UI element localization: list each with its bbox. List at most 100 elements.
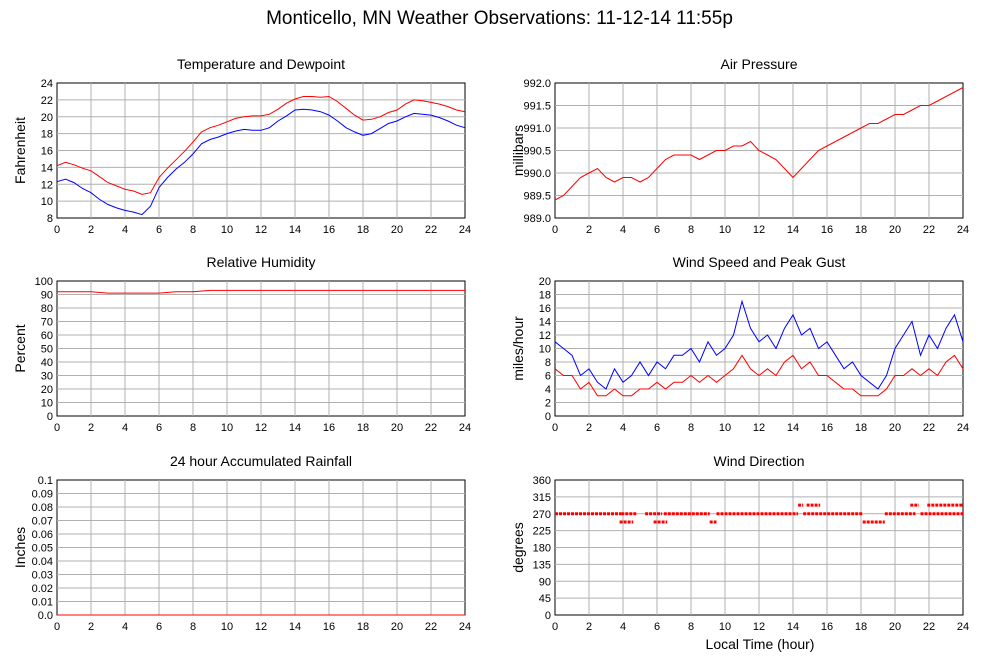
x-tick-label: 22 [425,422,437,434]
x-tick-label: 2 [586,621,592,633]
x-tick-label: 6 [654,422,660,434]
y-tick-label: 12 [41,179,53,191]
y-tick-label: 100 [35,276,53,288]
x-tick-label: 8 [688,422,694,434]
y-tick-label: 10 [41,196,53,208]
x-tick-label: 2 [88,621,94,633]
x-tick-label: 24 [459,621,471,633]
y-tick-label: 0.1 [38,475,53,487]
x-tick-label: 4 [122,224,128,236]
x-tick-label: 18 [855,422,867,434]
y-tick-label: 80 [41,303,53,315]
x-tick-label: 20 [391,621,403,633]
x-tick-label: 10 [719,422,731,434]
chart-title: Air Pressure [720,56,797,72]
y-tick-label: 0.05 [32,543,53,555]
x-tick-label: 12 [255,621,267,633]
x-tick-label: 4 [620,422,626,434]
y-tick-label: 20 [539,276,551,288]
y-tick-label: 22 [41,95,53,107]
x-tick-label: 24 [957,224,969,236]
x-tick-label: 18 [357,422,369,434]
x-tick-label: 4 [122,422,128,434]
y-tick-label: 16 [41,146,53,158]
y-tick-label: 0.01 [32,597,53,609]
y-axis-label: Inches [12,527,28,568]
x-tick-label: 16 [821,621,833,633]
y-tick-label: 991.5 [523,101,551,113]
y-tick-label: 225 [533,526,551,538]
x-tick-label: 8 [688,224,694,236]
y-axis-label: degrees [510,522,526,573]
x-tick-label: 24 [957,621,969,633]
x-tick-label: 18 [855,224,867,236]
y-tick-label: 0.03 [32,570,53,582]
y-tick-label: 6 [545,371,551,383]
x-tick-label: 14 [289,224,301,236]
x-tick-label: 4 [620,224,626,236]
series-line-blue [56,108,466,216]
y-tick-label: 45 [539,593,551,605]
x-tick-label: 10 [221,224,233,236]
x-axis-label: Local Time (hour) [706,636,815,652]
y-tick-label: 360 [533,475,551,487]
y-tick-label: 24 [41,78,53,90]
x-tick-label: 16 [821,224,833,236]
x-tick-label: 8 [190,621,196,633]
x-tick-label: 20 [889,621,901,633]
chart-title: Wind Speed and Peak Gust [673,254,846,270]
y-tick-label: 0.02 [32,583,53,595]
x-tick-label: 14 [787,621,799,633]
y-tick-label: 14 [539,317,551,329]
x-tick-label: 16 [323,621,335,633]
y-tick-label: 90 [539,576,551,588]
x-tick-label: 14 [787,224,799,236]
x-tick-label: 18 [357,621,369,633]
x-tick-label: 24 [459,224,471,236]
series-line-red [57,289,465,294]
x-tick-label: 22 [923,621,935,633]
y-tick-label: 60 [41,330,53,342]
x-tick-label: 22 [923,224,935,236]
x-tick-label: 20 [889,422,901,434]
x-tick-label: 0 [552,422,558,434]
x-tick-label: 12 [255,224,267,236]
y-tick-label: 18 [539,290,551,302]
x-tick-label: 6 [156,422,162,434]
x-tick-label: 22 [923,422,935,434]
series-line-red [554,87,964,201]
y-tick-label: 10 [539,344,551,356]
x-tick-label: 6 [654,224,660,236]
x-tick-label: 12 [753,224,765,236]
x-tick-label: 8 [190,422,196,434]
y-tick-label: 0.09 [32,489,53,501]
y-tick-label: 0 [545,610,551,622]
x-tick-label: 2 [88,224,94,236]
x-tick-label: 0 [54,224,60,236]
y-tick-label: 8 [47,213,53,225]
y-tick-label: 4 [545,384,551,396]
x-tick-label: 20 [391,224,403,236]
y-axis-label: Fahrenheit [12,117,28,184]
y-tick-label: 0.08 [32,502,53,514]
x-tick-label: 22 [425,621,437,633]
x-tick-label: 18 [855,621,867,633]
x-tick-label: 0 [552,621,558,633]
y-tick-label: 30 [41,371,53,383]
y-tick-label: 992.0 [523,78,551,90]
x-tick-label: 14 [289,422,301,434]
y-tick-label: 14 [41,162,53,174]
y-tick-label: 90 [41,290,53,302]
y-tick-label: 40 [41,357,53,369]
x-tick-label: 10 [221,422,233,434]
x-tick-label: 8 [688,621,694,633]
y-tick-label: 991.0 [523,123,551,135]
series-line-blue [554,299,964,390]
x-tick-label: 2 [88,422,94,434]
y-tick-label: 8 [545,357,551,369]
chart-title: Temperature and Dewpoint [177,56,345,72]
y-tick-label: 50 [41,344,53,356]
